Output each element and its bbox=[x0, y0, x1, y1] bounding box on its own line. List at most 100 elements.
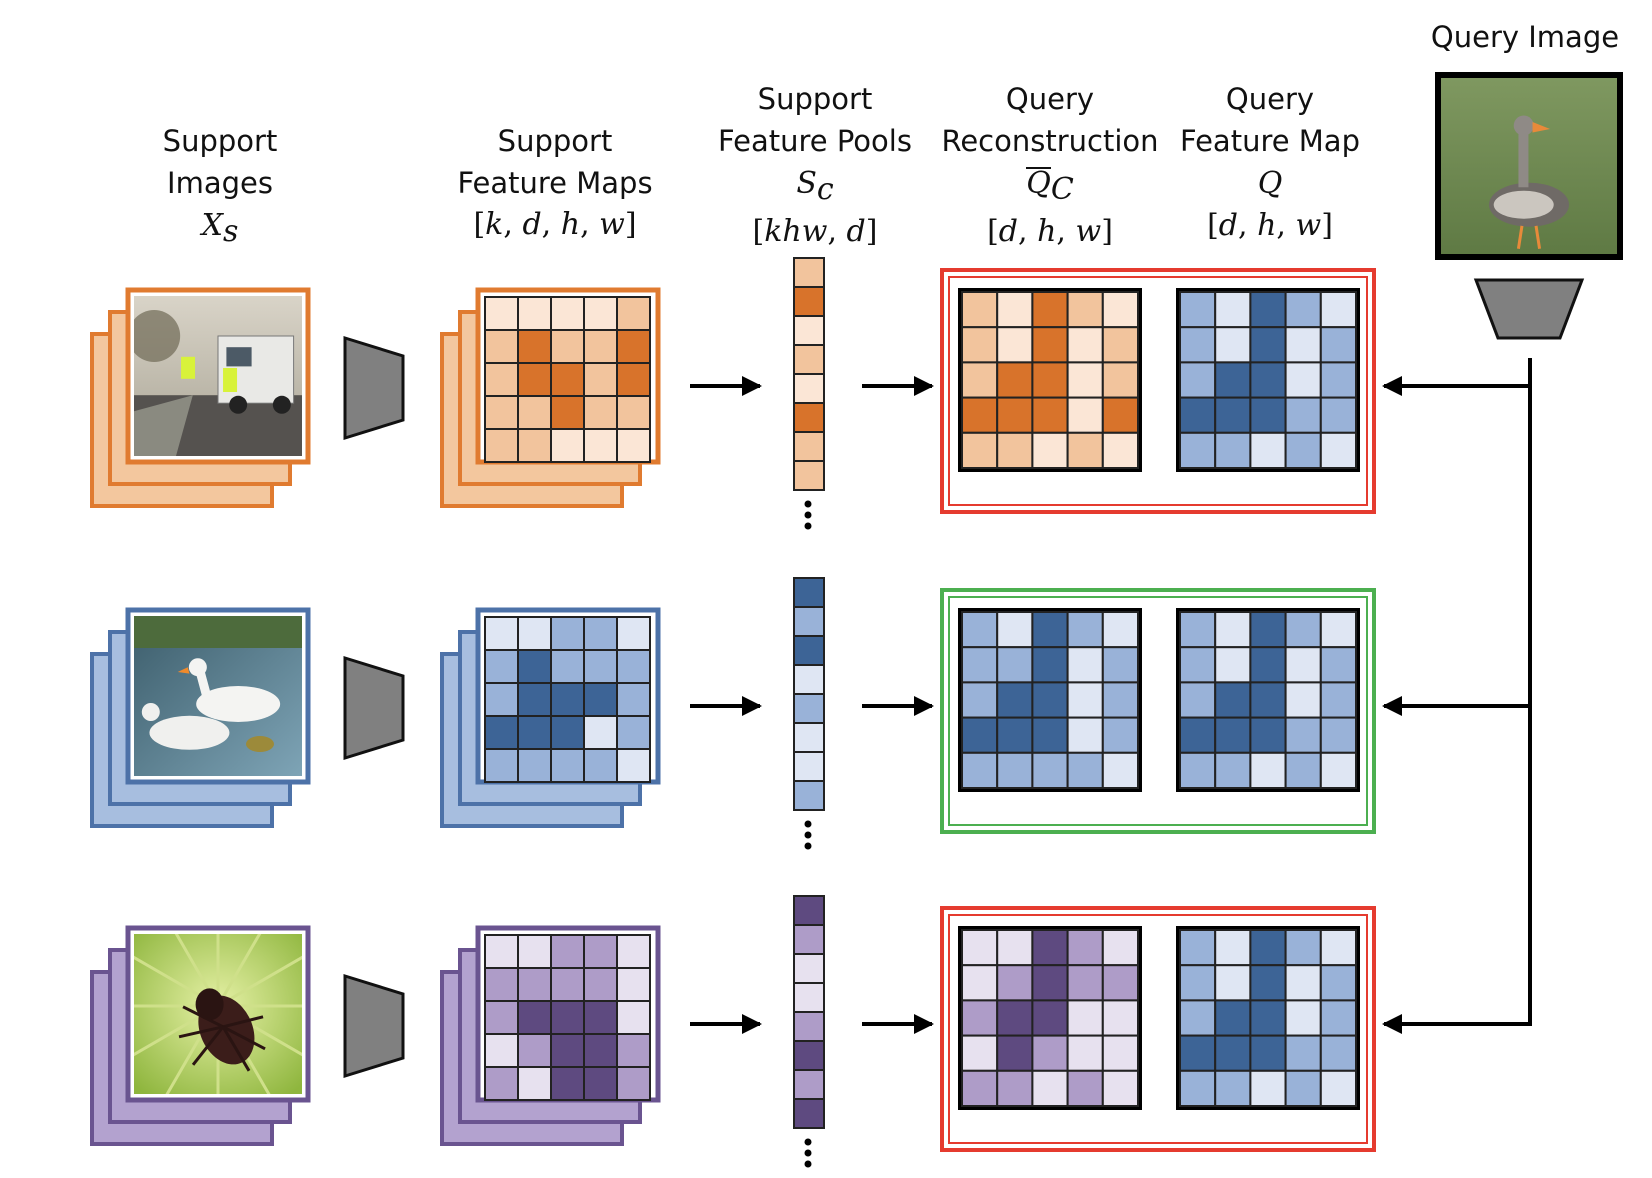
support-feature-map-cell bbox=[484, 934, 519, 969]
support-feature-map-cell bbox=[583, 1033, 618, 1068]
feature-pool-cell bbox=[793, 693, 825, 724]
encoder-trapezoid bbox=[343, 655, 405, 761]
support-feature-map-cell bbox=[583, 682, 618, 717]
query-reconstruction-cell bbox=[996, 291, 1034, 329]
support-feature-map-cell bbox=[550, 296, 585, 331]
support-feature-map-cell bbox=[484, 649, 519, 684]
support-feature-map-cell bbox=[484, 362, 519, 397]
query-reconstruction-cell bbox=[1066, 326, 1104, 364]
support-feature-map-cell bbox=[517, 329, 552, 364]
query-reconstruction-cell bbox=[996, 1069, 1034, 1108]
support-feature-map-cell bbox=[616, 682, 651, 717]
support-feature-map-cell bbox=[583, 715, 618, 750]
query-feature-map-cell bbox=[1214, 431, 1252, 469]
support-feature-map-cell bbox=[616, 715, 651, 750]
support-feature-map-cell bbox=[550, 362, 585, 397]
query-reconstruction-cell bbox=[1031, 681, 1069, 719]
support-feature-map-cell bbox=[517, 428, 552, 463]
header-query-image: Query Image bbox=[1420, 16, 1630, 58]
feature-pool-cell bbox=[793, 924, 825, 955]
query-feature-map-cell bbox=[1179, 431, 1217, 469]
support-row-blue bbox=[90, 577, 1530, 850]
garbage-truck-photo bbox=[134, 296, 302, 456]
support-feature-map-cell bbox=[517, 649, 552, 684]
feature-pool-cell bbox=[793, 1040, 825, 1071]
feature-pool-cell bbox=[793, 577, 825, 608]
query-reconstruction-cell bbox=[996, 1034, 1034, 1072]
header-support-feature-pools-shape: [khw, d] bbox=[752, 214, 878, 249]
support-feature-map-cell bbox=[583, 428, 618, 463]
support-feature-map-cell bbox=[583, 1000, 618, 1035]
query-reconstruction-cell bbox=[961, 396, 999, 434]
support-feature-map-cell bbox=[517, 715, 552, 750]
query-feature-map-cell bbox=[1284, 1034, 1322, 1072]
query-feature-map-cell bbox=[1319, 431, 1358, 469]
query-reconstruction-cell bbox=[1031, 929, 1069, 967]
header-support-images-line1: Support bbox=[162, 124, 278, 158]
support-feature-map-cell bbox=[484, 715, 519, 750]
support-feature-map-cell bbox=[550, 395, 585, 430]
query-feature-map-cell bbox=[1249, 646, 1287, 684]
query-feature-map-cell bbox=[1249, 611, 1287, 649]
ellipsis-dot bbox=[804, 831, 812, 839]
support-feature-map-cell bbox=[484, 748, 519, 783]
query-feature-map-cell bbox=[1319, 646, 1358, 684]
support-feature-map-cell bbox=[550, 748, 585, 783]
support-feature-map-cell bbox=[583, 329, 618, 364]
support-feature-map-cell bbox=[517, 1000, 552, 1035]
query-reconstruction-cell bbox=[1066, 1069, 1104, 1108]
header-support-feature-maps: Support Feature Maps [k, d, h, w] bbox=[435, 120, 675, 246]
support-feature-map-cell bbox=[550, 616, 585, 651]
support-feature-map-cell bbox=[616, 296, 651, 331]
header-query-feature-map-line1: Query bbox=[1225, 82, 1315, 116]
query-feature-map-cell bbox=[1284, 361, 1322, 399]
query-feature-map-cell bbox=[1179, 1034, 1217, 1072]
query-feature-map-cell bbox=[1214, 291, 1252, 329]
query-reconstruction-cell bbox=[961, 611, 999, 649]
query-reconstruction-cell bbox=[1101, 929, 1140, 967]
support-feature-map-cell bbox=[517, 934, 552, 969]
query-feature-map-cell bbox=[1179, 999, 1217, 1037]
header-query-feature-map-shape: [d, h, w] bbox=[1207, 208, 1333, 243]
query-feature-map-cell bbox=[1179, 681, 1217, 719]
support-feature-map-cell bbox=[616, 748, 651, 783]
query-feature-map-cell bbox=[1319, 716, 1358, 754]
support-feature-map-cell bbox=[484, 395, 519, 430]
ellipsis-dot bbox=[804, 522, 812, 530]
support-feature-map-cell bbox=[616, 428, 651, 463]
support-feature-map-cell bbox=[484, 1033, 519, 1068]
query-reconstruction-cell bbox=[1031, 646, 1069, 684]
feature-pool-cell bbox=[793, 1069, 825, 1100]
query-feature-map-cell bbox=[1319, 611, 1358, 649]
query-reconstruction-cell bbox=[961, 751, 999, 789]
query-reconstruction-cell bbox=[961, 361, 999, 399]
support-feature-map-cell bbox=[616, 616, 651, 651]
query-reconstruction-cell bbox=[1031, 999, 1069, 1037]
feature-pool-cell bbox=[793, 664, 825, 695]
beetle-on-leaf-photo bbox=[134, 934, 302, 1094]
support-feature-map-cell bbox=[616, 395, 651, 430]
support-feature-map-cell bbox=[484, 329, 519, 364]
header-support-feature-pools: Support Feature Pools Sc [khw, d] bbox=[705, 78, 925, 253]
support-feature-map-cell bbox=[517, 967, 552, 1002]
query-feature-map-cell bbox=[1284, 611, 1322, 649]
query-feature-map-cell bbox=[1249, 396, 1287, 434]
query-feature-map-cell bbox=[1179, 326, 1217, 364]
query-feature-map-cell bbox=[1179, 646, 1217, 684]
query-feature-map-cell bbox=[1249, 929, 1287, 967]
query-reconstruction-cell bbox=[1031, 291, 1069, 329]
red-match-box-inner bbox=[948, 914, 1368, 1144]
query-reconstruction-cell bbox=[961, 929, 999, 967]
query-reconstruction-cell bbox=[1066, 646, 1104, 684]
query-feature-map-cell bbox=[1249, 999, 1287, 1037]
query-feature-map-cell bbox=[1249, 361, 1287, 399]
query-reconstruction-cell bbox=[1101, 291, 1140, 329]
support-feature-map-cell bbox=[550, 329, 585, 364]
query-reconstruction-cell bbox=[1031, 716, 1069, 754]
ellipsis-dot bbox=[804, 820, 812, 828]
support-feature-map-cell bbox=[550, 1000, 585, 1035]
query-feature-map-cell bbox=[1319, 1034, 1358, 1072]
query-reconstruction-cell bbox=[961, 964, 999, 1002]
query-reconstruction-cell bbox=[996, 751, 1034, 789]
query-feature-map-cell bbox=[1214, 999, 1252, 1037]
